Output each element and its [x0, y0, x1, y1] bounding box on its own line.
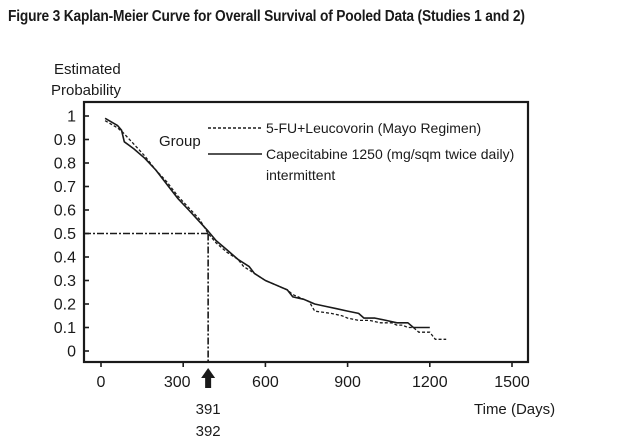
legend-label-5fu: 5-FU+Leucovorin (Mayo Regimen) [266, 120, 481, 136]
chart-title: Figure 3 Kaplan-Meier Curve for Overall … [8, 8, 525, 25]
y-axis-label-line2: Probability [51, 82, 122, 99]
y-tick-label: 0.5 [54, 226, 76, 243]
plot-frame [82, 100, 530, 364]
x-tick-label: 0 [97, 374, 106, 391]
series-line-capecitabine [104, 117, 430, 329]
x-tick-label: 600 [252, 374, 279, 391]
median-annotation-label: 392 [196, 423, 221, 440]
y-tick-label: 1 [67, 109, 76, 126]
x-tick-label: 1500 [494, 374, 530, 391]
median-annotation-label: 391 [196, 401, 221, 418]
y-tick-label: 0.2 [54, 297, 76, 314]
legend-label-capecitabine: Capecitabine 1250 (mg/sqm twice daily) [266, 146, 514, 162]
y-tick-label: 0 [67, 344, 76, 361]
legend-label-capecitabine-line2: intermittent [266, 167, 335, 183]
legend-title: Group [159, 133, 201, 150]
x-tick-label: 1200 [412, 374, 448, 391]
y-tick-label: 0.7 [54, 179, 76, 196]
y-tick-label: 0.1 [54, 320, 76, 337]
y-tick-label: 0.4 [54, 250, 76, 267]
y-tick-label: 0.8 [54, 156, 76, 173]
x-tick-label: 300 [164, 374, 191, 391]
y-tick-label: 0.6 [54, 203, 76, 220]
x-tick-label: 900 [334, 374, 361, 391]
y-tick-label: 0.9 [54, 132, 76, 149]
x-axis-label: Time (Days) [474, 401, 555, 418]
median-arrow-icon [201, 368, 216, 388]
y-tick-label: 0.3 [54, 273, 76, 290]
y-axis-label-line1: Estimated [54, 61, 121, 78]
